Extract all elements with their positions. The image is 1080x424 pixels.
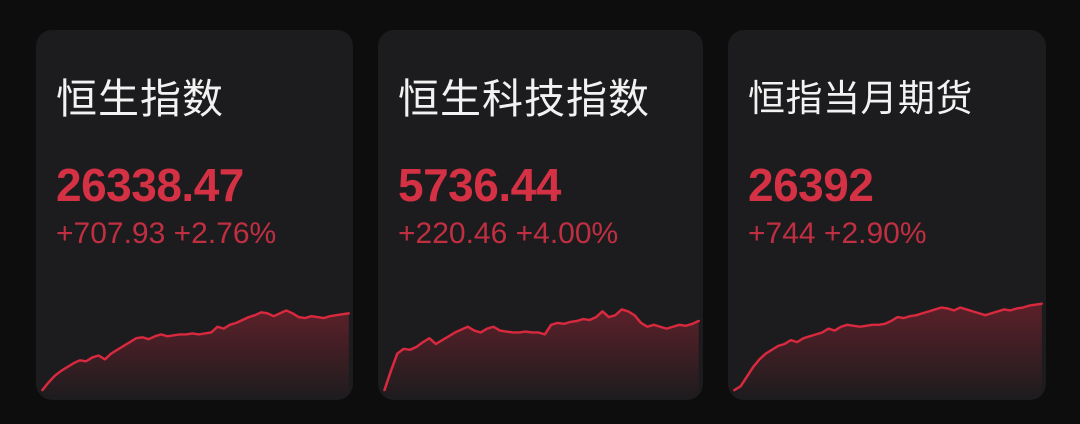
index-change-percent: +2.90% — [823, 217, 927, 250]
index-change-percent: +4.00% — [515, 217, 619, 250]
index-change-absolute: +220.46 — [398, 217, 508, 250]
sparkline-line-2 — [733, 302, 1044, 392]
index-card-hang-seng-tech[interactable]: 恒生科技指数 5736.44 +220.46 +4.00% — [378, 30, 703, 400]
sparkline-area-2 — [734, 303, 1042, 400]
sparkline-line-1 — [383, 308, 700, 392]
index-value: 26338.47 — [56, 159, 244, 211]
index-card-hang-seng[interactable]: 恒生指数 26338.47 +707.93 +2.76% — [36, 30, 353, 400]
sparkline-svg — [41, 309, 351, 400]
index-change-absolute: +707.93 — [56, 217, 166, 250]
sparkline-svg — [383, 308, 700, 400]
sparkline-svg — [733, 302, 1044, 400]
index-title: 恒生指数 — [56, 76, 224, 122]
sparkline-area-0 — [42, 310, 349, 400]
index-value: 5736.44 — [398, 159, 561, 211]
index-card-content: 恒指当月期货 26392 +744 +2.90% — [728, 30, 1046, 252]
index-change: +220.46 +4.00% — [398, 216, 703, 252]
index-card-content: 恒生指数 26338.47 +707.93 +2.76% — [36, 30, 353, 252]
index-value: 26392 — [748, 159, 874, 211]
sparkline-chart — [728, 280, 1046, 400]
index-title: 恒生科技指数 — [398, 76, 650, 122]
index-change: +744 +2.90% — [748, 216, 1046, 252]
index-change-absolute: +744 — [748, 217, 816, 250]
index-card-content: 恒生科技指数 5736.44 +220.46 +4.00% — [378, 30, 703, 252]
index-change-percent: +2.76% — [173, 217, 277, 250]
sparkline-chart — [36, 280, 353, 400]
index-title: 恒指当月期货 — [748, 78, 973, 119]
index-change: +707.93 +2.76% — [56, 216, 353, 252]
sparkline-area-1 — [384, 309, 699, 400]
sparkline-chart — [378, 280, 703, 400]
index-card-hsi-futures[interactable]: 恒指当月期货 26392 +744 +2.90% — [728, 30, 1046, 400]
sparkline-line-0 — [41, 309, 351, 392]
